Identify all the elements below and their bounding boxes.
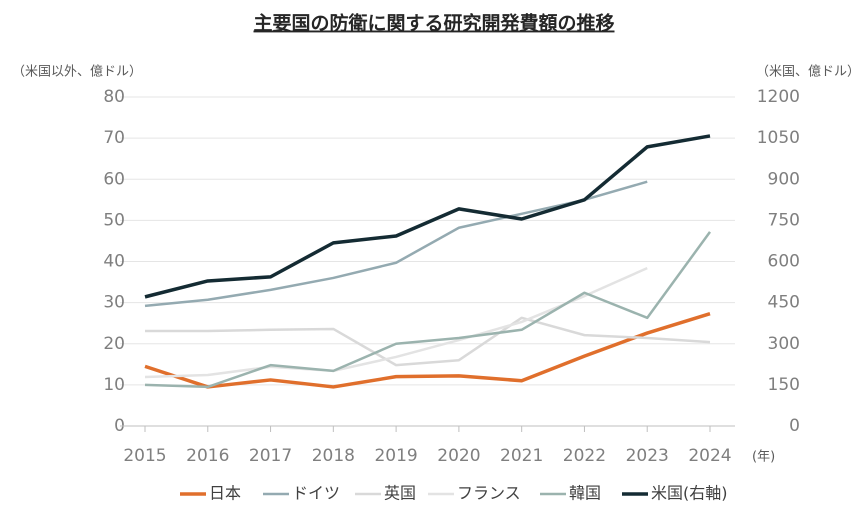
x-tick-label: 2015	[123, 446, 166, 466]
y2-tick-label: 1050	[757, 128, 800, 148]
x-tick-label: 2017	[249, 446, 292, 466]
y2-axis-label: （米国、億ドル）	[756, 64, 860, 80]
legend-label: 英国	[384, 484, 416, 503]
legend-label: ドイツ	[292, 484, 340, 503]
y-tick-label: 0	[114, 416, 125, 436]
legend-label: 韓国	[569, 484, 601, 503]
x-tick-label: 2018	[312, 446, 355, 466]
legend-label: 米国(右軸)	[651, 484, 728, 503]
y2-tick-label: 1200	[757, 87, 800, 107]
x-axis-label: (年)	[752, 450, 775, 465]
y2-tick-label: 0	[789, 416, 800, 436]
x-tick-label: 2016	[186, 446, 229, 466]
y-tick-label: 60	[103, 169, 125, 189]
y2-tick-label: 600	[768, 252, 800, 272]
y2-tick-label: 300	[768, 334, 800, 354]
y2-tick-label: 750	[768, 210, 800, 230]
y-tick-label: 50	[103, 210, 125, 230]
y-tick-label: 30	[103, 293, 125, 313]
legend-label: フランス	[457, 484, 521, 503]
y-tick-label: 70	[103, 128, 125, 148]
chart-title: 主要国の防衛に関する研究開発費額の推移	[253, 12, 614, 35]
legend-label: 日本	[209, 484, 241, 503]
y-tick-label: 40	[103, 252, 125, 272]
x-tick-label: 2023	[626, 446, 669, 466]
y-tick-label: 80	[103, 87, 125, 107]
y-axis-label: （米国以外、億ドル）	[12, 64, 142, 80]
x-tick-label: 2019	[374, 446, 417, 466]
series-line	[144, 180, 648, 308]
x-tick-label: 2022	[563, 446, 606, 466]
series-line	[144, 231, 712, 389]
y2-tick-label: 450	[768, 293, 800, 313]
x-tick-label: 2021	[500, 446, 543, 466]
y2-tick-label: 900	[768, 169, 800, 189]
y-tick-label: 20	[103, 334, 125, 354]
x-tick-label: 2024	[688, 446, 731, 466]
y2-tick-label: 150	[768, 375, 800, 395]
series-line	[145, 316, 711, 367]
series-line	[144, 312, 711, 389]
x-tick-label: 2020	[437, 446, 480, 466]
y-tick-label: 10	[103, 375, 125, 395]
series-line	[144, 134, 711, 299]
